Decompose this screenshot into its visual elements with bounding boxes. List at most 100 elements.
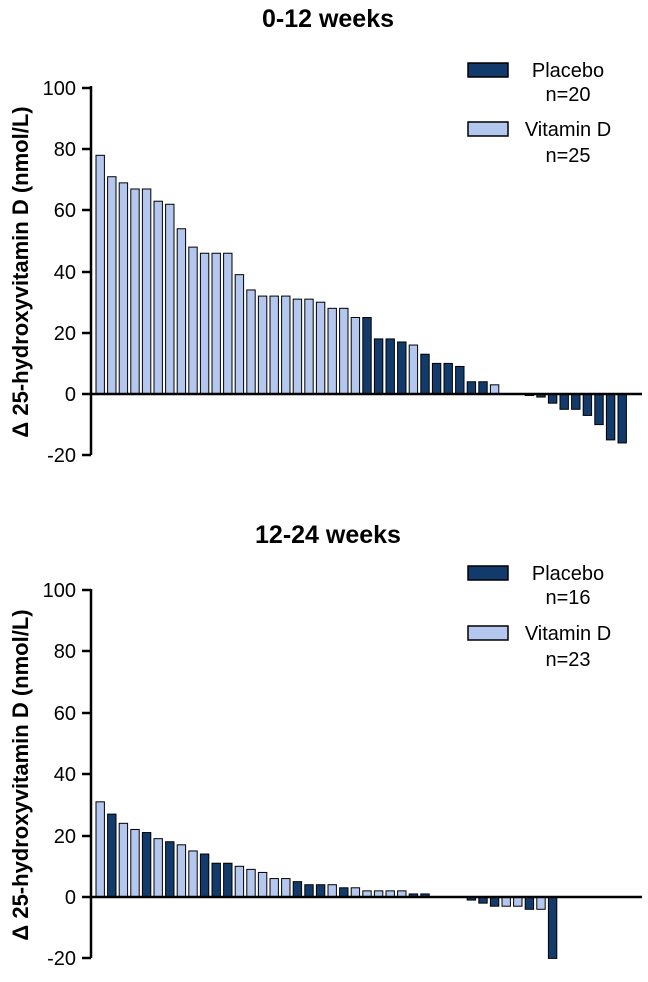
bar-placebo xyxy=(524,896,535,910)
bar-placebo xyxy=(107,813,117,898)
bar-placebo xyxy=(397,341,407,395)
y-tick-label: 40 xyxy=(54,262,76,284)
legend-swatch-placebo xyxy=(467,565,509,581)
y-tick-label: 60 xyxy=(54,200,76,222)
y-tick-label: 40 xyxy=(54,764,76,786)
bar-vitamin-d xyxy=(153,200,163,395)
bar-placebo xyxy=(223,862,233,898)
bar-vitamin-d xyxy=(269,878,279,898)
y-tick-labels: 100 80 60 40 20 0 -20 xyxy=(43,580,76,970)
bar-vitamin-d xyxy=(118,822,129,898)
bar-placebo xyxy=(547,393,558,404)
bar-placebo xyxy=(385,338,395,395)
bar-vitamin-d xyxy=(141,188,152,395)
bar-vitamin-d xyxy=(107,176,117,395)
chart-panel-12-24-weeks: 12-24 weeks Δ 25-hydroxyvitamin D (nmol/… xyxy=(8,521,642,970)
bar-placebo xyxy=(362,317,372,395)
bar-vitamin-d xyxy=(176,228,187,395)
bar-vitamin-d xyxy=(165,203,175,395)
bar-vitamin-d xyxy=(327,307,337,395)
bar-vitamin-d xyxy=(281,878,291,898)
y-tick-label: 20 xyxy=(54,323,76,345)
bar-placebo xyxy=(420,353,430,395)
legend-n-vitamin-d: n=23 xyxy=(545,649,590,671)
legend-label-placebo: Placebo xyxy=(532,563,604,585)
bar-vitamin-d xyxy=(234,865,245,898)
legend-swatch-placebo xyxy=(467,62,509,78)
bar-vitamin-d xyxy=(246,868,256,898)
bar-placebo xyxy=(489,896,500,907)
bar-vitamin-d xyxy=(153,838,163,898)
bar-placebo xyxy=(605,393,616,441)
legend-label-vitamin-d: Vitamin D xyxy=(525,119,611,141)
bar-vitamin-d xyxy=(281,295,291,395)
y-axis-label: Δ 25-hydroxyvitamin D (nmol/L) xyxy=(8,106,33,437)
bar-vitamin-d xyxy=(130,188,140,395)
bar-placebo xyxy=(199,853,210,898)
bar-vitamin-d xyxy=(176,844,187,898)
bar-vitamin-d xyxy=(350,887,361,898)
bar-vitamin-d xyxy=(513,896,523,907)
bar-placebo xyxy=(617,393,627,444)
bar-vitamin-d xyxy=(536,896,546,910)
bar-vitamin-d xyxy=(501,896,511,907)
y-tick-label: 100 xyxy=(43,78,76,100)
bar-placebo xyxy=(571,393,581,410)
legend-swatch-vitamin-d xyxy=(467,625,509,641)
bar-placebo xyxy=(292,881,303,898)
y-tick-label: 0 xyxy=(65,887,76,909)
bar-placebo xyxy=(478,381,488,395)
bar-vitamin-d xyxy=(327,884,337,898)
bar-placebo xyxy=(455,365,465,395)
bar-placebo xyxy=(466,381,477,395)
bar-placebo xyxy=(547,896,558,959)
bar-vitamin-d xyxy=(315,301,326,395)
legend-n-placebo: n=20 xyxy=(545,84,590,106)
bar-placebo xyxy=(582,393,593,416)
bar-vitamin-d xyxy=(95,154,105,395)
legend-label-placebo: Placebo xyxy=(532,60,604,82)
legend: Placebo n=20 Vitamin D n=25 xyxy=(467,60,611,167)
bar-vitamin-d xyxy=(95,801,105,898)
bar-placebo xyxy=(559,393,569,410)
chart-title: 0-12 weeks xyxy=(262,5,394,33)
bar-placebo xyxy=(431,362,442,395)
legend-n-placebo: n=16 xyxy=(545,587,590,609)
bar-vitamin-d xyxy=(257,871,268,898)
bar-vitamin-d xyxy=(223,252,233,395)
bar-vitamin-d xyxy=(257,295,268,395)
y-tick-label: -20 xyxy=(47,445,76,467)
bar-vitamin-d xyxy=(269,295,279,395)
bar-vitamin-d xyxy=(350,317,361,395)
bar-vitamin-d xyxy=(188,246,198,395)
y-tick-label: 0 xyxy=(65,384,76,406)
bar-vitamin-d xyxy=(292,298,303,395)
bar-placebo xyxy=(165,841,175,898)
bar-vitamin-d xyxy=(199,252,210,395)
bar-series xyxy=(95,154,627,444)
bar-vitamin-d xyxy=(211,252,221,395)
y-axis-ticks xyxy=(82,86,91,457)
y-tick-label: 20 xyxy=(54,826,76,848)
y-axis-ticks xyxy=(82,588,91,960)
y-tick-label: -20 xyxy=(47,948,76,970)
y-tick-label: 80 xyxy=(54,641,76,663)
bar-vitamin-d xyxy=(234,274,245,395)
bar-placebo xyxy=(594,393,604,426)
bar-placebo xyxy=(141,832,152,898)
y-tick-label: 80 xyxy=(54,139,76,161)
bar-vitamin-d xyxy=(188,850,198,898)
bar-vitamin-d xyxy=(246,289,256,395)
y-tick-label: 100 xyxy=(43,580,76,602)
legend-label-vitamin-d: Vitamin D xyxy=(525,623,611,645)
bar-placebo xyxy=(373,338,384,395)
bar-vitamin-d xyxy=(130,828,140,898)
bar-vitamin-d xyxy=(408,344,419,395)
bar-placebo xyxy=(304,884,314,898)
bar-vitamin-d xyxy=(118,182,129,395)
y-tick-label: 60 xyxy=(54,703,76,725)
y-axis-label: Δ 25-hydroxyvitamin D (nmol/L) xyxy=(8,609,33,940)
legend-swatch-vitamin-d xyxy=(467,121,509,137)
legend-n-vitamin-d: n=25 xyxy=(545,145,590,167)
